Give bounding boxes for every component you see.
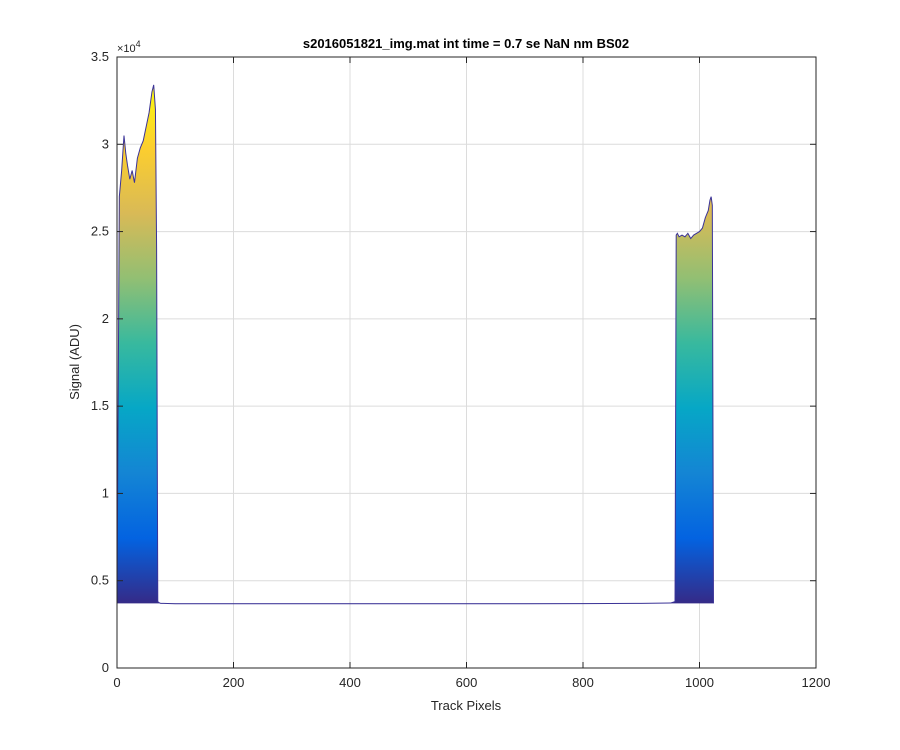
y-tick-label: 2.5	[91, 224, 109, 239]
x-tick-label: 0	[113, 675, 120, 690]
x-tick-label: 600	[456, 675, 478, 690]
x-tick-label: 800	[572, 675, 594, 690]
x-tick-label: 1200	[802, 675, 831, 690]
y-tick-label: 1	[102, 485, 109, 500]
chart-title: s2016051821_img.mat int time = 0.7 se Na…	[303, 36, 629, 51]
y-tick-label: 3.5	[91, 49, 109, 64]
series-line	[117, 84, 714, 605]
data-layer	[117, 84, 714, 605]
y-tick-label: 0.5	[91, 573, 109, 588]
x-tick-label: 400	[339, 675, 361, 690]
x-tick-label: 200	[223, 675, 245, 690]
x-tick-label: 1000	[685, 675, 714, 690]
y-tick-label: 3	[102, 136, 109, 151]
y-tick-label: 1.5	[91, 398, 109, 413]
y-tick-label: 0	[102, 660, 109, 675]
y-tick-label: 2	[102, 311, 109, 326]
y-axis-label: Signal (ADU)	[67, 324, 82, 400]
y-axis-exponent: ×104	[117, 39, 141, 55]
ticks: 0 200 400 600 800 1000 1200 0 0.5 1 1.5 2 2.5 3 3.5	[91, 49, 831, 690]
x-axis-label: Track Pixels	[431, 698, 502, 713]
